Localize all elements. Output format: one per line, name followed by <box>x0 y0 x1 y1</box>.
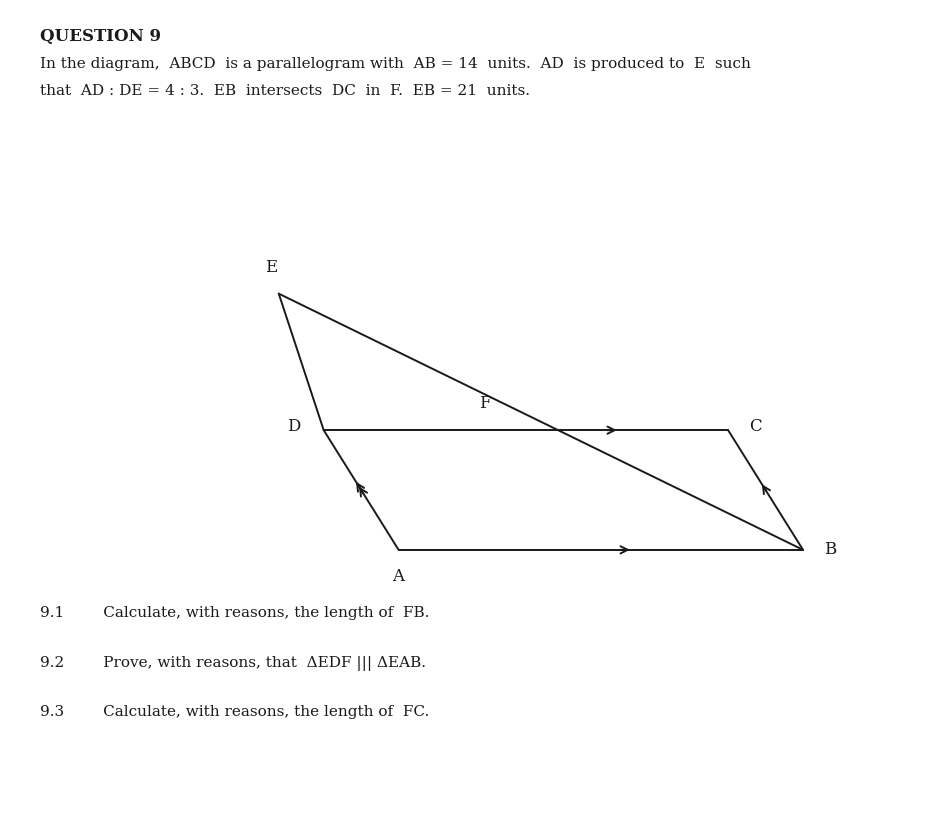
Text: D: D <box>286 419 300 436</box>
Text: 9.1        Calculate, with reasons, the length of  FB.: 9.1 Calculate, with reasons, the length … <box>40 606 429 620</box>
Text: B: B <box>824 541 836 559</box>
Text: QUESTION 9: QUESTION 9 <box>40 28 161 46</box>
Text: 9.3        Calculate, with reasons, the length of  FC.: 9.3 Calculate, with reasons, the length … <box>40 705 429 719</box>
Text: 9.2        Prove, with reasons, that  ΔEDF ||| ΔEAB.: 9.2 Prove, with reasons, that ΔEDF ||| Δ… <box>40 656 426 671</box>
Text: F: F <box>479 395 490 412</box>
Text: C: C <box>749 419 761 436</box>
Text: that  AD : DE = 4 : 3.  EB  intersects  DC  in  F.  EB = 21  units.: that AD : DE = 4 : 3. EB intersects DC i… <box>40 84 530 98</box>
Text: E: E <box>265 259 278 276</box>
Text: In the diagram,  ABCD  is a parallelogram with  AB = 14  units.  AD  is produced: In the diagram, ABCD is a parallelogram … <box>40 57 751 71</box>
Text: A: A <box>392 567 405 585</box>
